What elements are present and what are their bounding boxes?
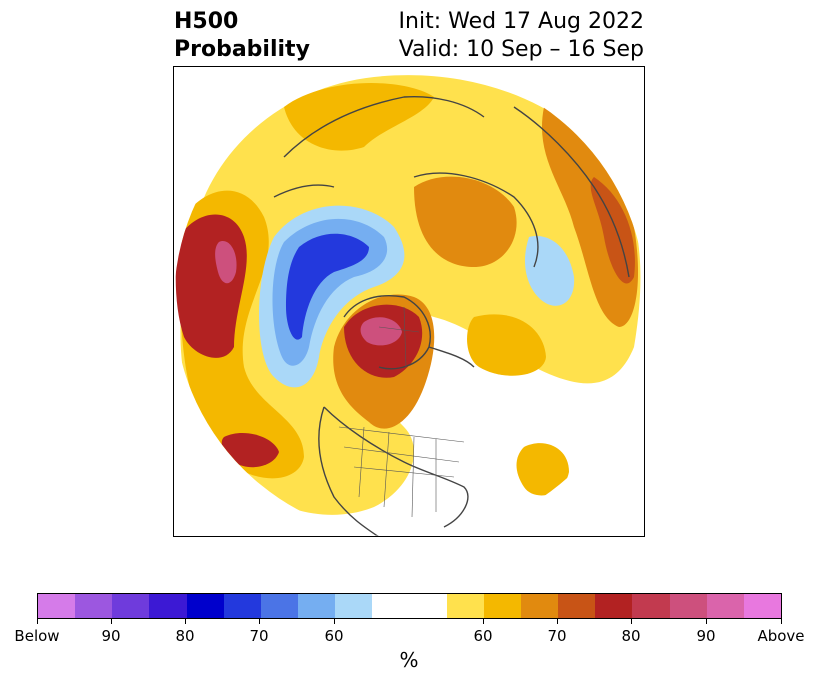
colorbar-tick-label: Above xyxy=(757,627,805,645)
colorbar-segment xyxy=(186,594,224,618)
colorbar-tickmark xyxy=(781,619,782,624)
above-90-west-pacific xyxy=(215,241,237,284)
colorbar-segment xyxy=(632,594,670,618)
above-80-south-pacific xyxy=(221,432,279,468)
colorbar-tick-label: 70 xyxy=(249,627,269,645)
chart-title: H500 Probability xyxy=(174,8,310,64)
colorbar-tickmark xyxy=(185,619,186,624)
colorbar-segment xyxy=(669,594,707,618)
init-date: Init: Wed 17 Aug 2022 xyxy=(398,9,644,34)
colorbar-segment xyxy=(112,594,150,618)
colorbar-segment xyxy=(75,594,113,618)
colorbar-segment xyxy=(38,594,76,618)
colorbar-tickmark xyxy=(706,619,707,624)
above-65-east xyxy=(541,107,639,327)
colorbar-segment xyxy=(372,594,447,618)
above-60-south xyxy=(516,443,569,496)
colorbar-unit: % xyxy=(399,648,419,672)
colorbar-tickmark xyxy=(631,619,632,624)
below-80-alaska xyxy=(286,233,369,340)
colorbar-tickmark xyxy=(483,619,484,624)
colorbar-segment xyxy=(558,594,596,618)
state-borders xyxy=(338,306,465,518)
colorbar-segment xyxy=(743,594,782,618)
colorbar-segment xyxy=(260,594,299,618)
colorbar-tickmark xyxy=(557,619,558,624)
valid-range: Valid: 10 Sep – 16 Sep xyxy=(398,37,644,62)
colorbar-tick-label: 90 xyxy=(696,627,716,645)
colorbar-tick-label: Below xyxy=(14,627,60,645)
colorbar xyxy=(37,593,782,619)
colorbar-tick-label: 60 xyxy=(324,627,344,645)
colorbar-segment xyxy=(595,594,633,618)
colorbar-segment xyxy=(298,594,336,618)
forecast-dates: Init: Wed 17 Aug 2022 Valid: 10 Sep – 16… xyxy=(399,8,644,64)
above-60-ring xyxy=(180,75,641,515)
colorbar-segment xyxy=(521,594,559,618)
colorbar-tick-label: 60 xyxy=(473,627,493,645)
colorbar-tick-label: 70 xyxy=(547,627,567,645)
probability-field xyxy=(174,67,644,536)
above-70-east xyxy=(590,177,635,284)
colorbar-tick-label: 90 xyxy=(101,627,121,645)
colorbar-segment xyxy=(483,594,522,618)
colorbar-segment xyxy=(335,594,373,618)
probability-map xyxy=(174,67,644,536)
colorbar-segment xyxy=(223,594,261,618)
colorbar-segment xyxy=(706,594,744,618)
colorbar-segment xyxy=(149,594,187,618)
above-90-canada xyxy=(360,317,402,346)
colorbar-tickmark xyxy=(334,619,335,624)
colorbar-segment xyxy=(446,594,484,618)
map-panel xyxy=(173,66,645,537)
colorbar-tickmark xyxy=(37,619,38,624)
coastlines xyxy=(273,95,630,536)
colorbar-tickmark xyxy=(111,619,112,624)
above-65-asia xyxy=(414,176,517,267)
colorbar-tick-label: 80 xyxy=(175,627,195,645)
colorbar-tickmark xyxy=(259,619,260,624)
title-subtitle: Probability xyxy=(174,37,310,62)
title-variable: H500 xyxy=(174,9,239,34)
above-60-atlantic xyxy=(467,314,546,376)
above-65-north xyxy=(284,83,434,151)
colorbar-tick-label: 80 xyxy=(621,627,641,645)
